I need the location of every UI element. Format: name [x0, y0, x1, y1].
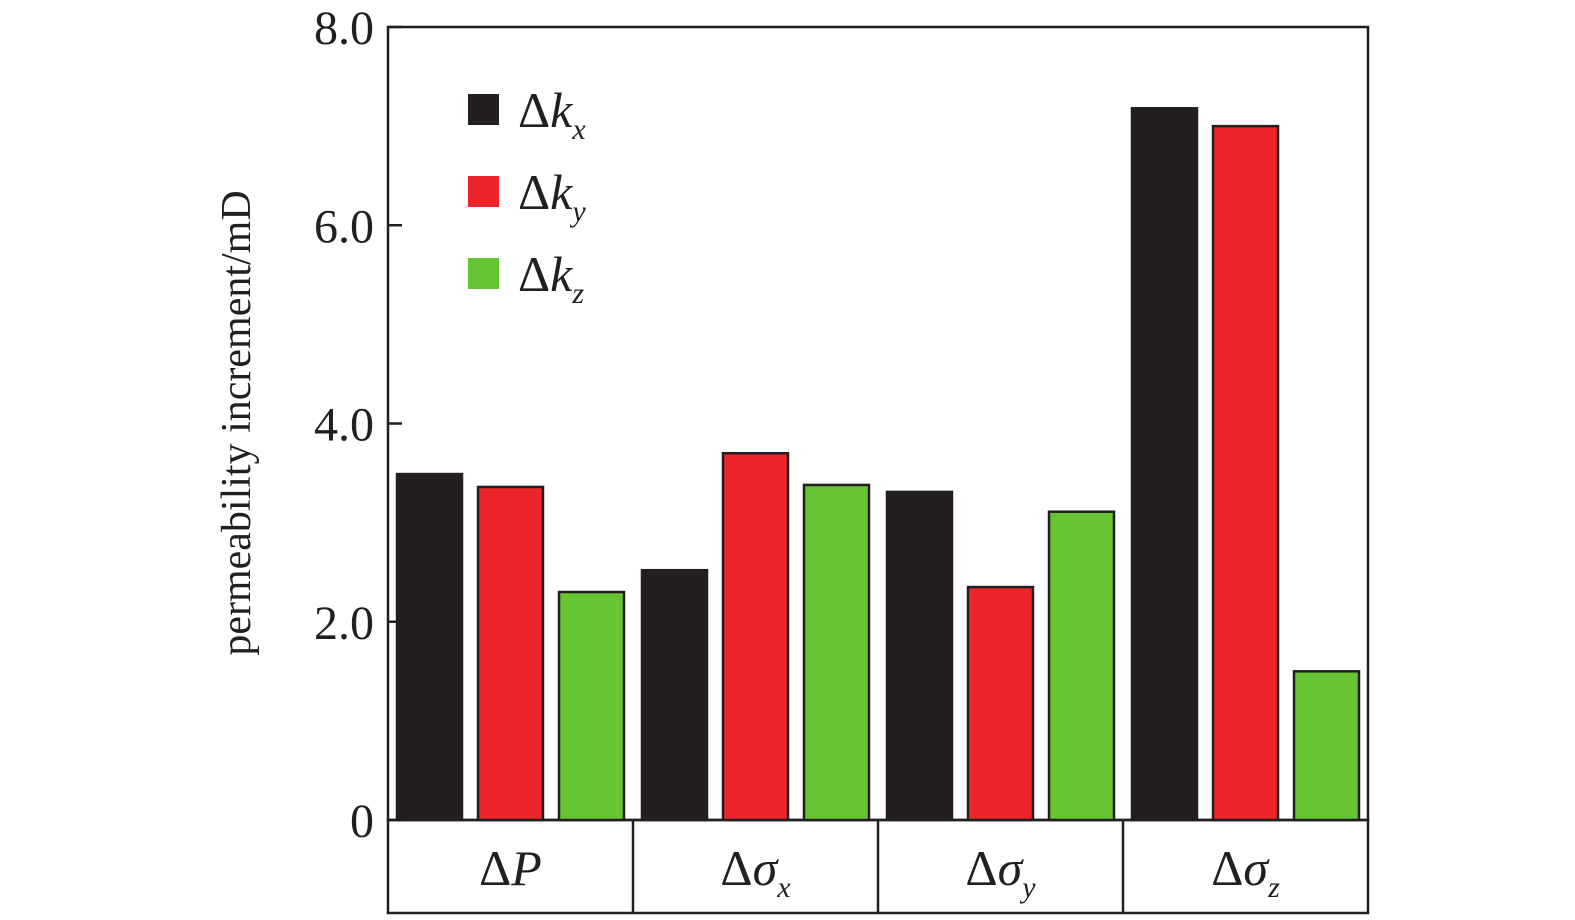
bar — [966, 585, 1035, 822]
label-symbol: σ — [998, 840, 1025, 896]
label-subscript: y — [1019, 871, 1036, 904]
bar — [802, 483, 871, 822]
legend-swatch — [468, 258, 499, 289]
category-label: ΔP — [479, 840, 542, 896]
legend-label: Δkx — [518, 82, 586, 146]
label-delta: Δ — [518, 82, 550, 138]
label-subscript: z — [1267, 871, 1280, 904]
bar — [1130, 107, 1199, 822]
label-subscript: x — [776, 871, 791, 904]
y-tick-label: 0 — [350, 795, 374, 848]
bar — [557, 590, 626, 822]
category-labels: ΔP Δσx Δσy Δσz — [479, 840, 1280, 904]
label-delta: Δ — [479, 840, 511, 896]
category-label: Δσz — [1211, 840, 1280, 904]
bar — [885, 490, 954, 822]
label-delta: Δ — [965, 840, 997, 896]
label-symbol: σ — [1243, 840, 1270, 896]
label-subscript: x — [571, 113, 586, 146]
label-subscript: z — [571, 277, 584, 310]
y-tick-label: 8.0 — [314, 2, 374, 55]
legend-swatch — [468, 176, 499, 207]
y-axis: 0 2.0 4.0 6.0 8.0 — [314, 2, 402, 848]
label-delta: Δ — [1211, 840, 1243, 896]
label-delta: Δ — [518, 246, 550, 302]
label-delta: Δ — [720, 840, 752, 896]
label-symbol: σ — [753, 840, 780, 896]
y-tick-label: 6.0 — [314, 200, 374, 253]
label-symbol: k — [550, 82, 573, 138]
bar — [395, 472, 464, 822]
y-tick-label: 2.0 — [314, 597, 374, 650]
category-dividers — [631, 820, 1125, 913]
bar — [1292, 670, 1361, 822]
y-axis-label: permeability increment/mD — [214, 190, 260, 655]
y-tick-label: 4.0 — [314, 399, 374, 452]
bar — [640, 568, 709, 822]
bar-series-group — [395, 107, 1361, 822]
label-symbol: P — [510, 840, 542, 896]
label-subscript: y — [569, 195, 586, 228]
category-label: Δσx — [720, 840, 791, 904]
legend-label: Δky — [518, 164, 586, 228]
category-label: Δσy — [965, 840, 1036, 904]
bar — [1047, 510, 1116, 822]
bar — [476, 485, 545, 822]
legend-label: Δkz — [518, 246, 584, 310]
bar — [721, 451, 790, 822]
bar — [1211, 124, 1280, 822]
label-symbol: k — [550, 164, 573, 220]
label-symbol: k — [550, 246, 573, 302]
label-delta: Δ — [518, 164, 550, 220]
legend-swatch — [468, 94, 499, 125]
